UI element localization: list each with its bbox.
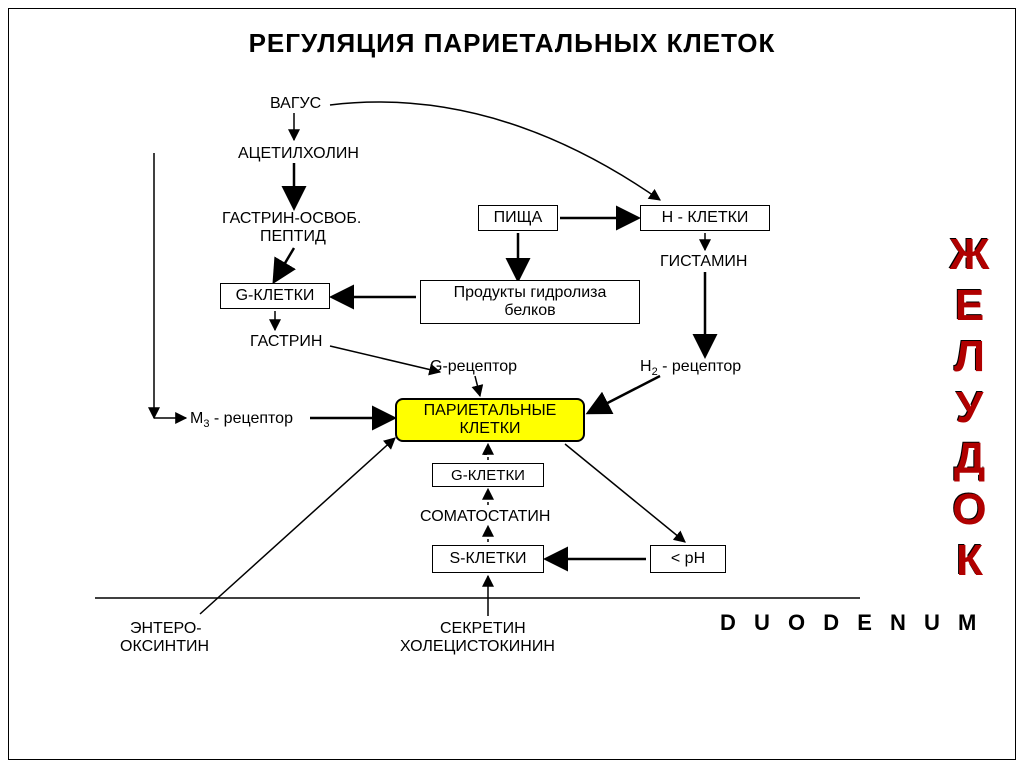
box-parietal-highlight: ПАРИЕТАЛЬНЫЕ КЛЕТКИ bbox=[395, 398, 585, 442]
label-duodenum: D U O D E N U M bbox=[720, 610, 982, 636]
node-entero-line1: ЭНТЕРО- bbox=[130, 620, 202, 638]
node-grp-line1: ГАСТРИН-ОСВОБ. bbox=[222, 210, 361, 228]
box-g-cells-2: G-КЛЕТКИ bbox=[432, 463, 544, 487]
node-entero-line2: ОКСИНТИН bbox=[120, 638, 209, 656]
box-h-cells: Н - КЛЕТКИ bbox=[640, 205, 770, 231]
box-ph: < pH bbox=[650, 545, 726, 573]
node-h2-receptor: Н2 - рецептор bbox=[640, 358, 741, 379]
node-g-receptor: G-рецептор bbox=[430, 358, 517, 376]
products-line1: Продукты гидролиза bbox=[454, 284, 607, 302]
node-ach: АЦЕТИЛХОЛИН bbox=[238, 145, 359, 163]
box-s-cells: S-КЛЕТКИ bbox=[432, 545, 544, 573]
node-minus1: - bbox=[483, 445, 488, 461]
node-vagus: ВАГУС bbox=[270, 95, 321, 113]
node-histamin: ГИСТАМИН bbox=[660, 253, 747, 271]
diagram-title: РЕГУЛЯЦИЯ ПАРИЕТАЛЬНЫХ КЛЕТОК bbox=[0, 28, 1024, 59]
node-minus2: - bbox=[483, 488, 488, 504]
node-grp-line2: ПЕПТИД bbox=[260, 228, 326, 246]
side-label-zheludok: ЖЕЛУДОК bbox=[944, 230, 994, 587]
box-products: Продукты гидролиза белков bbox=[420, 280, 640, 324]
products-line2: белков bbox=[504, 302, 555, 320]
node-secretin: СЕКРЕТИН bbox=[440, 620, 526, 638]
parietal-line1: ПАРИЕТАЛЬНЫЕ bbox=[424, 402, 557, 420]
node-gastrin: ГАСТРИН bbox=[250, 333, 322, 351]
box-g-cells: G-КЛЕТКИ bbox=[220, 283, 330, 309]
node-cholecystokinin: ХОЛЕЦИСТОКИНИН bbox=[400, 638, 555, 656]
node-somatostatin: СОМАТОСТАТИН bbox=[420, 508, 550, 526]
parietal-line2: КЛЕТКИ bbox=[459, 420, 520, 438]
box-pisha: ПИЩА bbox=[478, 205, 558, 231]
node-m3-receptor: М3 - рецептор bbox=[190, 410, 293, 431]
